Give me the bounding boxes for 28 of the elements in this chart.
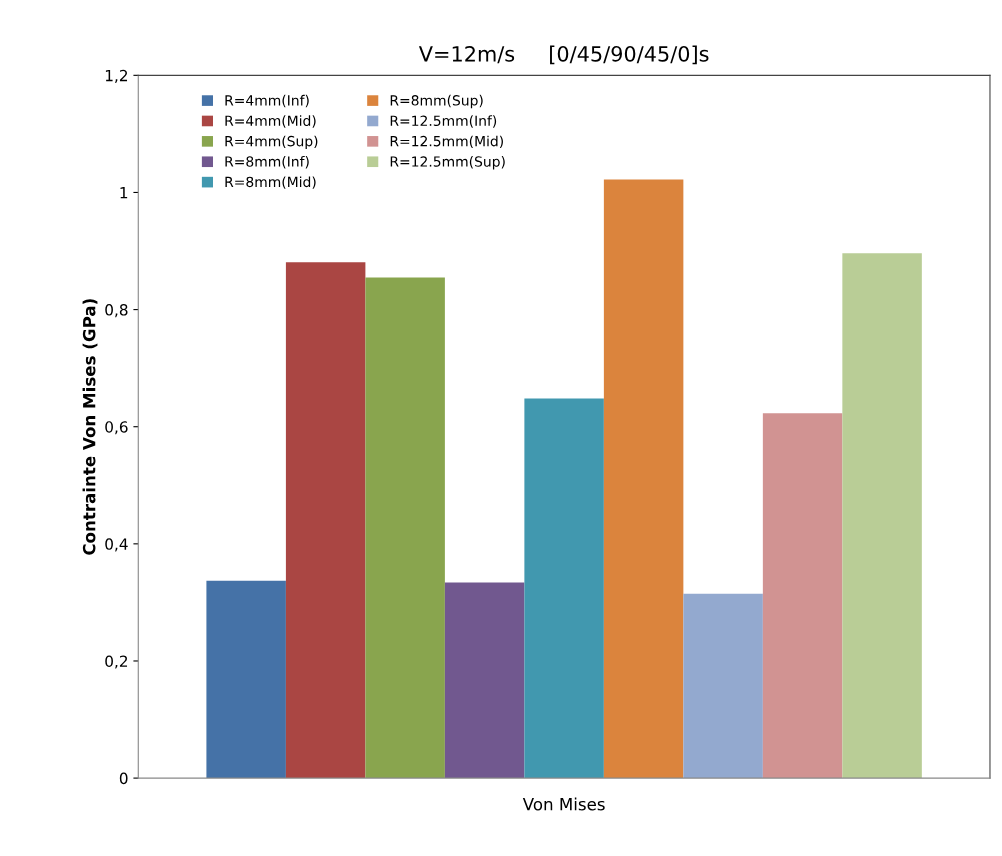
bar [524, 398, 604, 779]
legend-label: R=8mm(Mid) [225, 176, 316, 189]
y-axis-title: Contrainte Von Mises (GPa) [82, 299, 98, 555]
x-tick-label: Von Mises [522, 797, 605, 811]
legend-label: R=4mm(Mid) [225, 115, 316, 128]
legend-label: R=8mm(Sup) [390, 94, 483, 109]
y-tick-label: 0,2 [105, 655, 128, 669]
y-tick-label: 1,2 [105, 69, 128, 83]
bar [365, 277, 445, 779]
bar [206, 580, 286, 779]
y-tick-label: 0,6 [105, 421, 128, 435]
legend-label: R=8mm(Inf) [225, 156, 309, 169]
legend-label: R=4mm(Sup) [225, 135, 318, 150]
legend-label: R=12.5mm(Mid) [390, 135, 503, 149]
bar [842, 253, 922, 779]
y-tick-label: 0,4 [105, 538, 128, 552]
y-tick-label: 1 [120, 187, 128, 199]
bar [285, 262, 366, 779]
bar [762, 413, 843, 779]
legend-label: R=12.5mm(Sup) [390, 156, 505, 170]
legend-label: R=4mm(Inf) [225, 94, 309, 108]
y-tick-label: 0,8 [105, 304, 128, 318]
chart-title: V=12m/s [0/45/90/45/0]s [418, 45, 709, 65]
bar [444, 582, 525, 779]
bar [683, 593, 763, 779]
y-tick-label: 0 [119, 772, 128, 785]
legend-label: R=12.5mm(Inf) [390, 115, 497, 128]
bar [603, 179, 684, 779]
